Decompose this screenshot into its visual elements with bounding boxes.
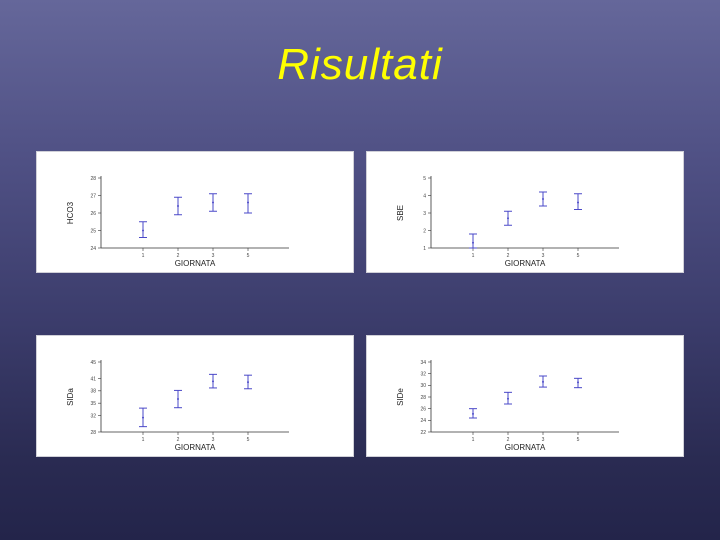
x-axis-label: GIORNATA — [505, 259, 546, 268]
mean-point — [142, 229, 144, 232]
x-tick-label: 5 — [247, 437, 250, 443]
x-tick-label: 5 — [247, 253, 250, 259]
y-tick-label: 4 — [423, 193, 426, 199]
y-tick-label: 38 — [90, 389, 96, 395]
y-tick-label: 1 — [423, 246, 426, 252]
y-axis-label: SBE — [396, 205, 405, 221]
chart-panel-side: 22 24 26 28 30 32 34 1 2 3 5 GIORNATA SIDe — [366, 335, 684, 457]
slide-title: Risultati — [277, 40, 443, 89]
mean-point — [177, 205, 179, 207]
mean-point — [247, 381, 249, 384]
x-tick-label: 3 — [212, 437, 215, 443]
mean-point — [577, 381, 579, 384]
y-tick-label: 26 — [420, 406, 426, 412]
x-tick-label: 5 — [577, 437, 580, 443]
y-tick-label: 32 — [90, 413, 96, 419]
mean-point — [472, 241, 474, 244]
mean-point — [507, 217, 509, 220]
y-tick-label: 3 — [423, 211, 426, 217]
x-tick-label: 3 — [542, 437, 545, 443]
y-axis-label: SIDa — [66, 388, 75, 406]
y-axis-label: HCO3 — [66, 201, 75, 224]
y-tick-label: 34 — [420, 360, 426, 366]
chart-hco3: 24 25 26 27 28 1 2 3 5 GIORNATA HCO3 — [66, 176, 289, 268]
y-tick-label: 2 — [423, 228, 426, 234]
x-tick-label: 1 — [142, 437, 145, 443]
y-axis-label: SIDe — [396, 388, 405, 406]
y-tick-label: 30 — [420, 383, 426, 389]
y-tick-label: 28 — [90, 430, 96, 436]
x-tick-label: 5 — [577, 253, 580, 259]
chart-side: 22 24 26 28 30 32 34 1 2 3 5 GIORNATA SIDe — [396, 360, 619, 452]
x-tick-label: 2 — [507, 437, 510, 443]
mean-point — [177, 398, 179, 401]
mean-point — [212, 380, 214, 383]
x-tick-label: 2 — [177, 437, 180, 443]
x-axis-label: GIORNATA — [175, 443, 216, 452]
x-tick-label: 3 — [542, 253, 545, 259]
chart-sbe: 1 2 3 4 5 1 2 3 5 GIORNATA SBE — [396, 176, 619, 268]
y-tick-label: 27 — [90, 193, 96, 199]
x-tick-label: 2 — [177, 253, 180, 259]
chart-panel-sida: 28 32 35 38 41 45 1 2 3 5 GIORNATA SIDa — [36, 335, 354, 457]
mean-point — [507, 397, 509, 400]
y-tick-label: 41 — [90, 376, 96, 382]
x-tick-label: 3 — [212, 253, 215, 259]
x-tick-label: 1 — [142, 253, 145, 259]
mean-point — [142, 416, 144, 419]
y-tick-label: 5 — [423, 176, 426, 182]
y-tick-label: 28 — [90, 176, 96, 182]
x-tick-label: 1 — [472, 253, 475, 259]
mean-point — [472, 412, 474, 415]
y-tick-label: 28 — [420, 395, 426, 401]
x-tick-label: 1 — [472, 437, 475, 443]
mean-point — [247, 201, 249, 204]
mean-point — [542, 380, 544, 383]
y-tick-label: 24 — [90, 246, 96, 252]
x-axis-label: GIORNATA — [505, 443, 546, 452]
mean-point — [577, 201, 579, 204]
y-tick-label: 25 — [90, 228, 96, 234]
chart-panel-hco3: 24 25 26 27 28 1 2 3 5 GIORNATA HCO3 — [36, 151, 354, 273]
y-tick-label: 24 — [420, 418, 426, 424]
y-tick-label: 22 — [420, 430, 426, 436]
y-tick-label: 35 — [90, 401, 96, 407]
x-axis-label: GIORNATA — [175, 259, 216, 268]
x-tick-label: 2 — [507, 253, 510, 259]
mean-point — [212, 201, 214, 204]
y-tick-label: 26 — [90, 211, 96, 217]
chart-panel-sbe: 1 2 3 4 5 1 2 3 5 GIORNATA SBE — [366, 151, 684, 273]
y-tick-label: 32 — [420, 371, 426, 377]
y-tick-label: 45 — [90, 360, 96, 366]
mean-point — [542, 198, 544, 200]
